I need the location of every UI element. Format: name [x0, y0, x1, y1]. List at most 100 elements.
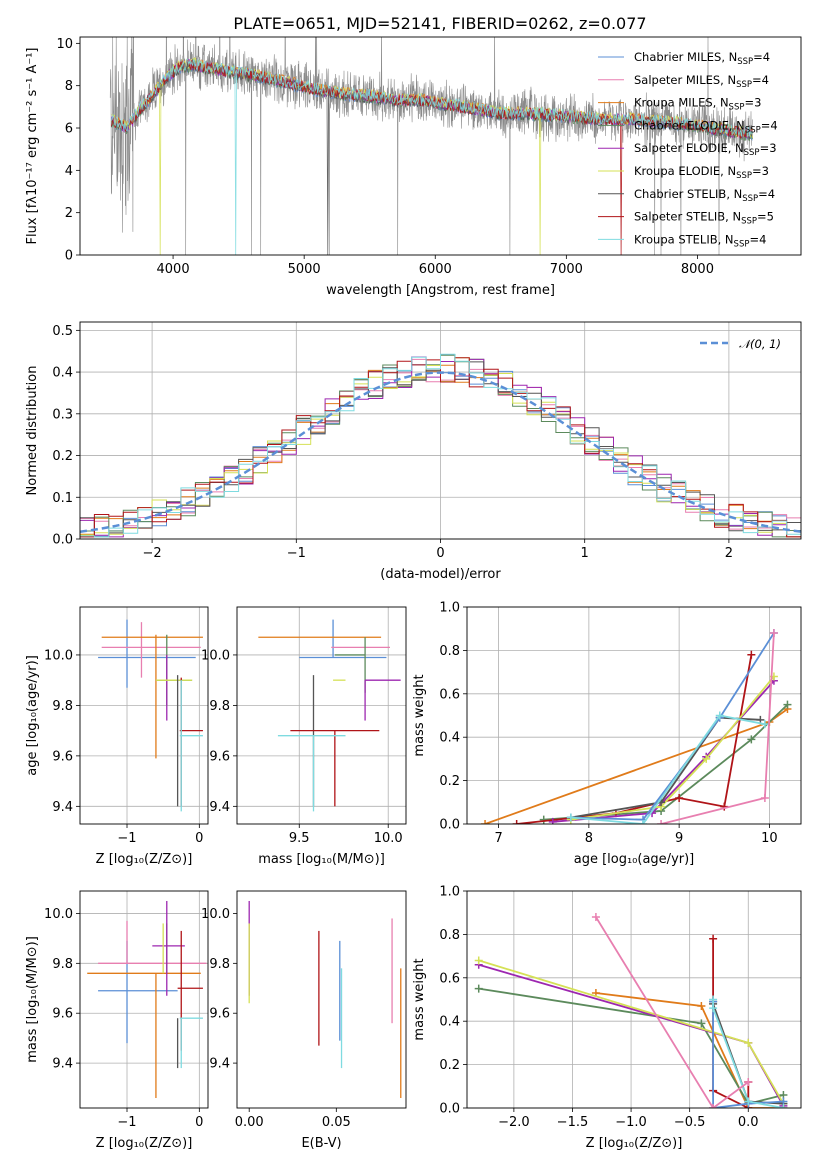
y-tick-label: 9.6: [52, 749, 73, 764]
x-axis-label: mass [log₁₀(M/M⊙)]: [258, 852, 385, 867]
y-tick-label: 0.3: [52, 407, 73, 422]
series-line-chabrier_miles: [712, 1001, 784, 1108]
x-tick-label: 7: [494, 831, 502, 846]
x-tick-label: 2: [725, 546, 733, 561]
x-tick-label: 10.0: [374, 831, 403, 846]
y-tick-label: 10.0: [201, 907, 230, 922]
legend-label-normal: 𝒩(0, 1): [739, 337, 781, 351]
series-line-kroupa_stelib: [712, 999, 784, 1108]
normal-distribution-curve: [80, 371, 801, 533]
errorbar-point-kroupa_stelib: [179, 1017, 203, 1069]
plot-area-mass_vs_z: [87, 900, 207, 1099]
y-tick-label: 9.4: [209, 800, 230, 815]
legend-label-kroupa_elodie: Kroupa ELODIE, NSSP=3: [634, 164, 769, 181]
panel-mass_weight_vs_z: −2.0 −1.5 −1.0 −0.5 0.0 0.0 0.2 0.4 0.6 0.8 1.0 Z […: [412, 885, 802, 1151]
legend-label-salpeter_elodie: Salpeter ELODIE, NSSP=3: [634, 141, 777, 158]
y-tick-label: 0.0: [439, 818, 460, 833]
panel-mass_vs_z: −1 0 9.4 9.6 9.8 10.0 Z [log₁₀(Z/Z⊙)] mass [log…: [25, 890, 209, 1151]
y-tick-label: 0.5: [52, 324, 73, 339]
errorbar-point-kroupa_miles: [101, 634, 203, 759]
x-tick-label: 10: [761, 831, 778, 846]
y-tick-label: 0.1: [52, 491, 73, 506]
series-marker-kroupa_stelib: [760, 720, 769, 729]
x-tick-label: 8: [585, 831, 593, 846]
series-marker-kroupa_stelib: [715, 711, 724, 720]
y-tick-label: 9.6: [52, 1007, 73, 1022]
series-marker-kroupa_miles: [697, 1002, 706, 1011]
x-tick-label: −2.0: [498, 1115, 530, 1130]
y-tick-label: 0.2: [439, 1058, 460, 1073]
y-tick-label: 0.2: [439, 774, 460, 789]
y-tick-label: 9.8: [52, 699, 73, 714]
errorbar-point-chabrier_elodie: [155, 634, 193, 706]
y-axis-label: mass [log₁₀(M/M⊙)]: [25, 936, 40, 1063]
x-axis-label: age [log₁₀(age/yr)]: [574, 852, 695, 867]
y-tick-label: 9.8: [209, 957, 230, 972]
y-tick-label: 10: [56, 37, 73, 52]
model-spectrum-line-kroupa_elodie: [111, 56, 753, 255]
series-marker-kroupa_stelib: [709, 995, 718, 1004]
legend-label-salpeter_miles: Salpeter MILES, NSSP=4: [634, 73, 769, 90]
plot-area-mass_weight_vs_age: [481, 629, 792, 824]
series-marker-salpeter_miles: [760, 793, 769, 802]
y-tick-label: 0.2: [52, 449, 73, 464]
series-line-salpeter_miles: [595, 916, 749, 1108]
y-tick-label: 9.4: [52, 800, 73, 815]
x-tick-label: 8000: [681, 262, 714, 277]
y-axis-label: Flux [fλ10⁻¹⁷ erg cm⁻² s⁻¹ A⁻¹]: [25, 48, 40, 245]
histogram-step-kroupa_stelib: [80, 353, 801, 538]
y-tick-label: 0.4: [439, 1015, 460, 1030]
y-tick-label: 2: [65, 206, 73, 221]
series-marker-kroupa_stelib: [639, 820, 648, 824]
series-marker-kroupa_stelib: [779, 1104, 788, 1108]
x-tick-label: 9.5: [289, 831, 310, 846]
axes-frame: [79, 890, 209, 1109]
x-tick-label: 9: [675, 831, 683, 846]
series-marker-kroupa_miles: [481, 820, 490, 824]
legend-label-kroupa_stelib: Kroupa STELIB, NSSP=4: [634, 232, 766, 249]
errorbar-point-salpeter_elodie: [364, 679, 401, 721]
axes-frame: [79, 36, 802, 256]
y-tick-label: 0: [65, 249, 73, 264]
y-axis-label: Normed distribution: [25, 366, 40, 496]
y-tick-label: 0.8: [439, 644, 460, 659]
series-marker-kroupa_stelib: [744, 1097, 753, 1106]
series-marker-kroupa_elodie: [474, 956, 483, 965]
panel-age_vs_z: −1 0 9.4 9.6 9.8 10.0 Z [log₁₀(Z/Z⊙)] age [log₁…: [25, 606, 209, 867]
panel-residuals: −2 −1 0 1 2 0.0 0.1 0.2 0.3 0.4 0.5 (data-model)/er…: [25, 321, 802, 582]
x-tick-label: 4000: [157, 262, 190, 277]
legend-label-chabrier_stelib: Chabrier STELIB, NSSP=4: [634, 187, 775, 204]
errorbar-point-kroupa_stelib: [277, 735, 346, 812]
panel-mass_vs_ebv: 0.00 0.05 9.4 9.6 9.8 10.0 E(B-V): [201, 890, 407, 1151]
y-tick-label: 4: [65, 164, 73, 179]
axes-frame: [236, 890, 407, 1109]
series-marker-salpeter_miles: [657, 820, 666, 824]
series-marker-chabrier_elodie: [539, 815, 548, 824]
series-line-kroupa_stelib: [570, 714, 766, 824]
x-axis-label: Z [log₁₀(Z/Z⊙)]: [96, 1136, 193, 1151]
x-tick-label: −1.0: [615, 1115, 647, 1130]
errorbar-point-salpeter_miles: [98, 920, 207, 964]
y-tick-label: 9.8: [209, 699, 230, 714]
x-tick-label: −1.5: [557, 1115, 589, 1130]
series-marker-salpeter_miles: [591, 913, 600, 922]
x-tick-label: −1: [117, 1115, 136, 1130]
series-marker-chabrier_elodie: [783, 700, 792, 709]
errorbar-point-chabrier_miles: [98, 619, 196, 688]
x-tick-label: −1: [287, 546, 306, 561]
errorbar-point-salpeter_stelib: [290, 729, 380, 807]
x-tick-label: 0.0: [738, 1115, 759, 1130]
panel-spectrum: 4000 5000 6000 7000 8000 0 2 4 6 8 10 wavelength [A…: [25, 36, 802, 298]
x-tick-label: −2: [143, 546, 162, 561]
y-tick-label: 9.6: [209, 749, 230, 764]
y-tick-label: 6: [65, 122, 73, 137]
x-axis-label: E(B-V): [301, 1136, 341, 1151]
x-tick-label: 7000: [550, 262, 583, 277]
series-marker-salpeter_elodie: [548, 817, 557, 824]
y-tick-label: 10.0: [44, 648, 73, 663]
plot-area-age_vs_z: [98, 619, 203, 812]
legend-label-chabrier_elodie: Chabrier ELODIE, NSSP=4: [634, 118, 778, 135]
series-line-salpeter_miles: [660, 632, 775, 824]
series-line-kroupa_miles: [595, 992, 784, 1108]
